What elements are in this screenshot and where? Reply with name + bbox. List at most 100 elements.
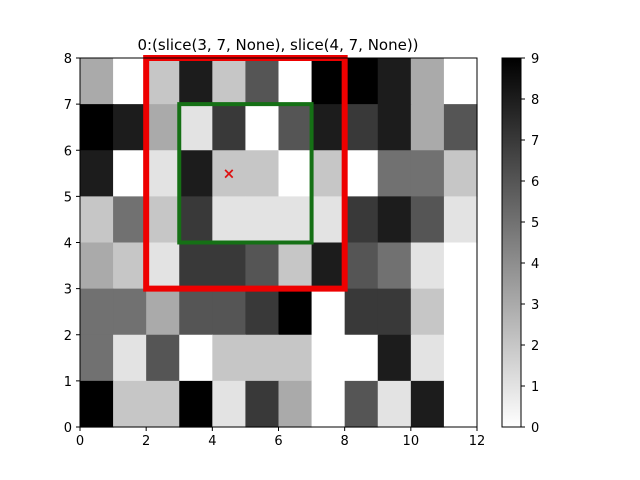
heatmap-cell bbox=[179, 288, 213, 336]
heatmap-cell bbox=[278, 150, 313, 197]
heatmap-cell bbox=[146, 196, 180, 244]
heatmap-cell bbox=[344, 58, 379, 105]
colorbar-tick-label: 0 bbox=[531, 421, 539, 436]
heatmap-cell bbox=[80, 334, 114, 382]
heatmap-cell bbox=[344, 288, 379, 336]
heatmap-cell bbox=[410, 104, 445, 151]
heatmap-cell bbox=[377, 288, 412, 336]
heatmap-cell bbox=[146, 380, 180, 428]
heatmap-cell bbox=[278, 104, 313, 151]
heatmap-cell bbox=[245, 334, 280, 382]
colorbar-tick-label: 7 bbox=[531, 134, 539, 149]
heatmap-cell bbox=[344, 104, 379, 151]
y-tick-label: 4 bbox=[64, 237, 72, 252]
heatmap-cell bbox=[410, 58, 445, 105]
heatmap-cell bbox=[212, 334, 247, 382]
heatmap-cell bbox=[80, 150, 114, 197]
heatmap-cell bbox=[278, 196, 313, 244]
y-tick-label: 3 bbox=[64, 283, 72, 298]
heatmap-cell bbox=[377, 196, 412, 244]
colorbar-tick-label: 4 bbox=[531, 257, 539, 272]
heatmap-cell bbox=[179, 104, 213, 151]
heatmap-cell bbox=[311, 288, 346, 336]
heatmap-cell bbox=[245, 104, 280, 151]
heatmap-cell bbox=[311, 334, 346, 382]
heatmap-cell bbox=[245, 288, 280, 336]
heatmap-cell bbox=[146, 334, 180, 382]
heatmap-cell bbox=[113, 58, 147, 105]
heatmap-cell bbox=[443, 380, 478, 428]
heatmap-cell bbox=[443, 196, 478, 244]
x-tick-label: 2 bbox=[142, 434, 150, 449]
heatmap-cell bbox=[278, 242, 313, 290]
heatmap-cell bbox=[212, 58, 247, 105]
heatmap-cell bbox=[443, 58, 478, 105]
colorbar-tick-label: 5 bbox=[531, 216, 539, 231]
y-tick-label: 7 bbox=[64, 98, 72, 113]
heatmap-cell bbox=[410, 288, 445, 336]
heatmap-cell bbox=[245, 380, 280, 428]
heatmap-cell bbox=[179, 242, 213, 290]
heatmap-cell bbox=[245, 242, 280, 290]
heatmap-cell bbox=[80, 196, 114, 244]
heatmap-cell bbox=[179, 58, 213, 105]
colorbar-tick-label: 3 bbox=[531, 298, 539, 313]
heatmap-cell bbox=[278, 288, 313, 336]
heatmap-cell bbox=[344, 150, 379, 197]
chart-title: 0:(slice(3, 7, None), slice(4, 7, None)) bbox=[137, 36, 418, 54]
colorbar-tick-label: 2 bbox=[531, 339, 539, 354]
heatmap-cell bbox=[410, 150, 445, 197]
heatmap-cell bbox=[311, 58, 346, 105]
heatmap-cell bbox=[113, 242, 147, 290]
heatmap-cell bbox=[443, 150, 478, 197]
heatmap-cell bbox=[80, 380, 114, 428]
inner-rect bbox=[177, 102, 314, 245]
heatmap-cell bbox=[212, 196, 247, 244]
heatmap-cell bbox=[80, 104, 114, 151]
heatmap-cell bbox=[113, 288, 147, 336]
heatmap-cell bbox=[245, 58, 280, 105]
x-tick-label: 8 bbox=[341, 434, 349, 449]
heatmap-cell bbox=[113, 196, 147, 244]
heatmap-cell bbox=[80, 58, 114, 105]
y-tick-label: 2 bbox=[64, 329, 72, 344]
heatmap-cell bbox=[410, 196, 445, 244]
colorbar: 0 1 2 3 4 5 6 7 8 9 bbox=[501, 52, 539, 436]
heatmap-cell bbox=[113, 104, 147, 151]
heatmap-cell bbox=[377, 380, 412, 428]
heatmap-cell bbox=[377, 242, 412, 290]
heatmap-cell bbox=[80, 288, 114, 336]
y-tick-label: 8 bbox=[64, 52, 72, 67]
heatmap-cell bbox=[443, 288, 478, 336]
heatmap-cell bbox=[179, 196, 213, 244]
heatmap-cell bbox=[311, 150, 346, 197]
heatmap-cell bbox=[344, 242, 379, 290]
heatmap-cell bbox=[113, 150, 147, 197]
colorbar-gradient bbox=[501, 57, 522, 428]
heatmap-cell bbox=[278, 380, 313, 428]
heatmap-cell bbox=[377, 58, 412, 105]
heatmap-cell bbox=[410, 334, 445, 382]
heatmap-cell bbox=[344, 196, 379, 244]
center-marker: × bbox=[223, 164, 236, 182]
y-tick-label: 1 bbox=[64, 375, 72, 390]
y-tick-label: 6 bbox=[64, 144, 72, 159]
heatmap-cells bbox=[80, 58, 478, 428]
heatmap-cell bbox=[212, 380, 247, 428]
colorbar-tick-label: 6 bbox=[531, 175, 539, 190]
x-tick-label: 10 bbox=[403, 434, 420, 449]
heatmap-cell bbox=[377, 334, 412, 382]
heatmap-cell bbox=[377, 104, 412, 151]
heatmap-cell bbox=[443, 334, 478, 382]
heatmap-cell bbox=[311, 242, 346, 290]
heatmap-cell bbox=[146, 242, 180, 290]
x-axis: 0 2 4 6 8 10 12 bbox=[76, 427, 485, 449]
heatmap-cell bbox=[146, 104, 180, 151]
heatmap-cell bbox=[179, 334, 213, 382]
heatmap-cell bbox=[311, 104, 346, 151]
heatmap-cell bbox=[146, 58, 180, 105]
heatmap-cell bbox=[113, 380, 147, 428]
x-tick-label: 0 bbox=[76, 434, 84, 449]
heatmap-cell bbox=[113, 334, 147, 382]
